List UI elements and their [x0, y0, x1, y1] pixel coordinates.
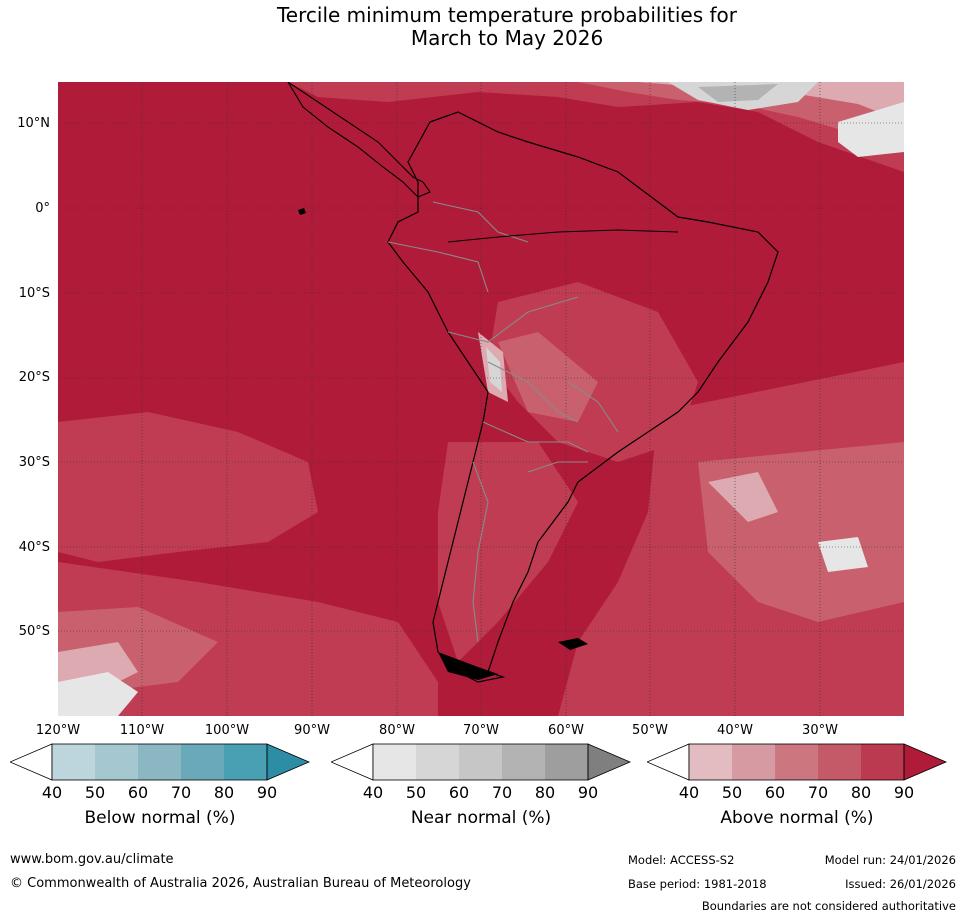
above-tick-70: 70	[807, 783, 829, 802]
near-tick-80: 80	[534, 783, 556, 802]
near-bar-seg-70	[502, 744, 545, 780]
amazon-river	[447, 229, 679, 243]
lat-label-50s: 50°S	[18, 624, 50, 639]
above-tick-60: 60	[764, 783, 786, 802]
footer-model: Model: ACCESS-S2	[628, 853, 735, 867]
lon-label-100w: 100°W	[204, 723, 250, 738]
near-bar-seg-80	[545, 744, 588, 780]
below-bar-seg-40	[52, 744, 95, 780]
below-bar-tri-high	[266, 743, 310, 781]
below-normal-title: Below normal (%)	[84, 808, 236, 828]
northeast-near-50	[698, 84, 778, 102]
below-bar-seg-80	[224, 744, 267, 780]
above-tick-50: 50	[721, 783, 743, 802]
map-title-line1: Tercile minimum temperature probabilitie…	[276, 3, 738, 27]
lon-label-90w: 90°W	[294, 723, 330, 738]
tierra-del-fuego	[438, 652, 498, 680]
above-tick-90: 90	[893, 783, 915, 802]
near-bar-seg-50	[416, 744, 459, 780]
above-bar-seg-50	[732, 744, 775, 780]
below-tick-60: 60	[127, 783, 149, 802]
footer-issued: Issued: 26/01/2026	[845, 877, 956, 891]
above-tick-40: 40	[678, 783, 700, 802]
above-bar-seg-60	[775, 744, 818, 780]
south-atlantic-60	[708, 472, 778, 522]
near-tick-50: 50	[405, 783, 427, 802]
near-tick-40: 40	[362, 783, 384, 802]
above-tick-80: 80	[850, 783, 872, 802]
patagonia-80	[438, 442, 578, 662]
map-canvas	[58, 82, 904, 716]
above-bar-tri-low	[647, 743, 690, 781]
above-bar-seg-80	[861, 744, 904, 780]
caribbean-band-70	[578, 82, 904, 152]
lon-label-40w: 40°W	[717, 723, 753, 738]
central-america-coastline	[287, 82, 431, 198]
above-bar-tri-high	[903, 743, 947, 781]
footer-disclaimer: Boundaries are not considered authoritat…	[701, 899, 956, 913]
footer-model-run: Model run: 24/01/2026	[824, 853, 956, 867]
footer-copyright: © Commonwealth of Australia 2026, Austra…	[10, 876, 471, 891]
above-normal-title: Above normal (%)	[720, 808, 874, 828]
near-bar-seg-60	[459, 744, 502, 780]
below-bar-seg-50	[95, 744, 138, 780]
below-normal-colorbar	[10, 743, 310, 781]
lon-label-120w: 120°W	[35, 723, 81, 738]
falkland-islands	[558, 638, 588, 650]
below-tick-50: 50	[84, 783, 106, 802]
northeast-band-60	[638, 82, 904, 122]
near-bar-tri-low	[331, 743, 374, 781]
below-tick-40: 40	[41, 783, 63, 802]
south-atlantic-near	[818, 537, 868, 572]
lat-label-10s: 10°S	[18, 286, 50, 301]
near-normal-title: Near normal (%)	[410, 808, 552, 828]
lon-label-80w: 80°W	[379, 723, 415, 738]
lon-label-60w: 60°W	[548, 723, 584, 738]
below-tick-70: 70	[170, 783, 192, 802]
lon-label-50w: 50°W	[632, 723, 668, 738]
below-bar-tri-low	[10, 743, 53, 781]
near-tick-70: 70	[491, 783, 513, 802]
above-bar-seg-70	[818, 744, 861, 780]
lat-label-20s: 20°S	[18, 370, 50, 385]
above-bar-seg-40	[689, 744, 732, 780]
country-borders	[387, 201, 619, 643]
near-tick-90: 90	[577, 783, 599, 802]
near-bar-tri-high	[587, 743, 631, 781]
se-pacific-80	[58, 412, 318, 562]
above-normal-colorbar	[647, 743, 947, 781]
lon-label-70w: 70°W	[463, 723, 499, 738]
lat-label-30s: 30°S	[18, 455, 50, 470]
lat-label-0: 0°	[35, 201, 50, 216]
lon-label-30w: 30°W	[802, 723, 838, 738]
near-normal-colorbar	[331, 743, 631, 781]
near-tick-60: 60	[448, 783, 470, 802]
far-northeast-near	[838, 102, 904, 157]
se-pacific-near	[58, 672, 138, 716]
below-tick-90: 90	[256, 783, 278, 802]
footer-base-period: Base period: 1981-2018	[628, 877, 767, 891]
lon-label-110w: 110°W	[119, 723, 165, 738]
south-america-coastline	[387, 111, 779, 683]
below-tick-80: 80	[213, 783, 235, 802]
interior-80	[488, 282, 698, 462]
below-bar-seg-60	[138, 744, 181, 780]
map-title-line2: March to May 2026	[410, 26, 604, 50]
lat-label-10n: 10°N	[17, 116, 50, 131]
below-bar-seg-70	[181, 744, 224, 780]
interior-70	[498, 332, 598, 422]
near-bar-seg-40	[373, 744, 416, 780]
andes-near	[486, 347, 502, 392]
galapagos-islands	[298, 208, 306, 215]
probability-map	[58, 82, 904, 716]
footer-url[interactable]: www.bom.gov.au/climate	[10, 852, 174, 867]
map-title: Tercile minimum temperature probabilitie…	[0, 4, 965, 50]
lat-label-40s: 40°S	[18, 540, 50, 555]
